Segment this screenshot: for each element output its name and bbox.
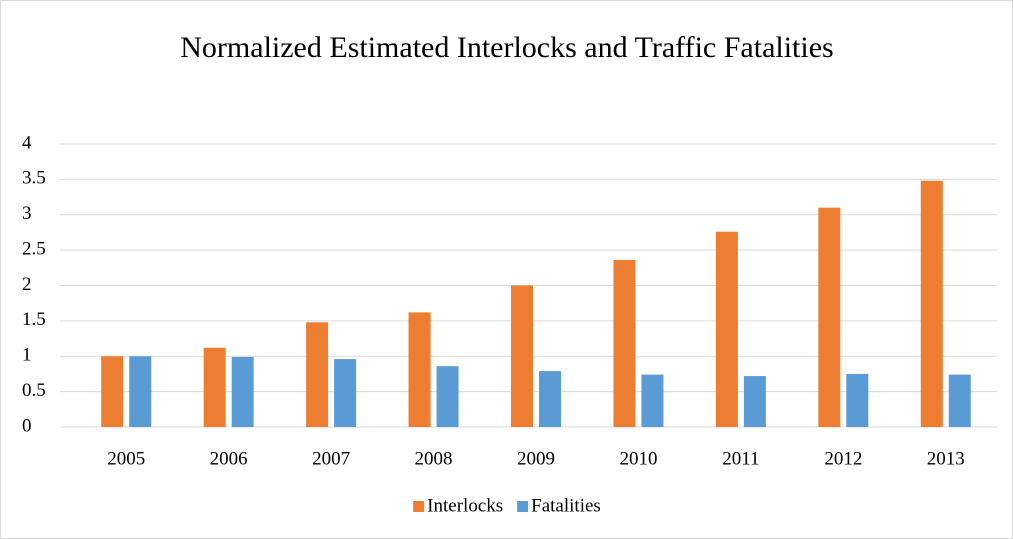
y-tick-label: 4 [22,132,32,153]
bar [511,285,533,427]
x-tick-label: 2011 [722,448,759,469]
bar [129,356,152,427]
bar [920,180,943,427]
bar [408,312,431,427]
bar [846,373,869,427]
bar [306,322,329,427]
y-tick-label: 2.5 [22,238,46,259]
y-tick-label: 3.5 [22,168,46,189]
bar [231,356,254,427]
bar [613,260,636,427]
bar [436,366,459,427]
y-tick-label: 1 [22,345,32,366]
bar [334,359,357,427]
x-tick-label: 2007 [312,448,350,469]
x-tick-label: 2009 [517,448,555,469]
x-tick-label: 2005 [107,448,145,469]
y-tick-label: 2 [22,274,32,295]
legend-swatch [517,501,529,512]
bar [715,231,738,427]
x-tick-label: 2012 [824,448,862,469]
y-tick-label: 0.5 [22,380,46,401]
bar [539,371,561,427]
bar [743,376,766,427]
x-tick-label: 2008 [415,448,453,469]
x-tick-label: 2006 [210,448,248,469]
bar [203,347,226,427]
y-tick-label: 0 [22,415,32,436]
bar [101,356,124,427]
legend-label: Interlocks [427,495,503,516]
chart-title: Normalized Estimated Interlocks and Traf… [180,31,834,64]
x-tick-label: 2010 [619,448,657,469]
bar [818,207,841,427]
legend-label: Fatalities [531,495,601,516]
legend-swatch [413,501,425,512]
x-tick-label: 2013 [927,448,965,469]
bar [641,374,664,427]
bar [948,374,971,427]
y-tick-label: 1.5 [22,309,46,330]
y-tick-label: 3 [22,203,32,224]
